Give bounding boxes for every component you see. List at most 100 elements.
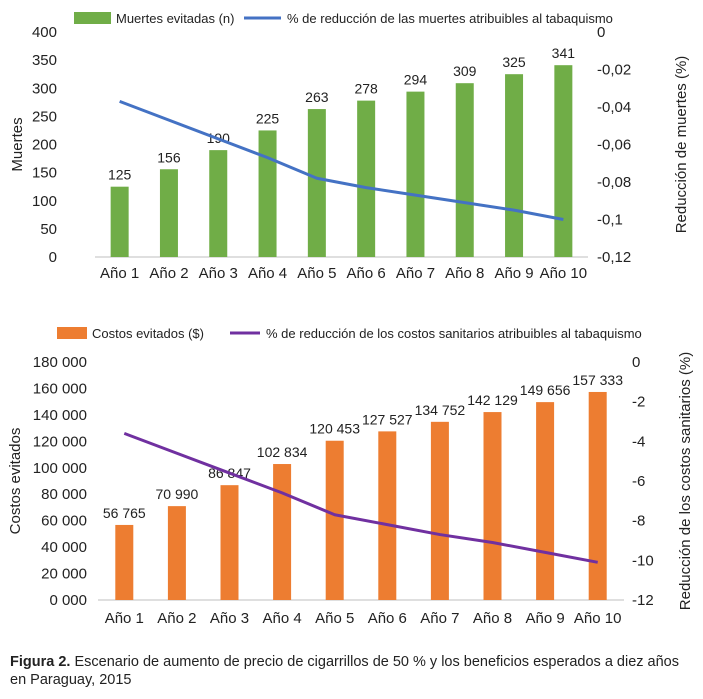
y2-tick-label: -6 <box>632 473 645 490</box>
x-tick-label: Año 9 <box>525 610 564 627</box>
data-label: 120 453 <box>309 421 360 437</box>
y-tick-label: 300 <box>32 80 57 97</box>
data-label: 278 <box>354 81 378 97</box>
bar <box>220 485 239 600</box>
data-label: 56 765 <box>103 505 146 521</box>
y2-tick-label: -2 <box>632 394 645 411</box>
deaths-chart: 0 50 100 150 200 250 300 350 400 0 -0,02 -0,04 -0,06… <box>9 11 690 282</box>
reduction-line <box>123 431 598 564</box>
bar <box>357 100 376 257</box>
bar <box>554 65 573 257</box>
x-tick-label: Año 1 <box>105 610 144 627</box>
y-axis-title: Muertes <box>9 117 26 171</box>
data-label: 325 <box>502 54 526 70</box>
y-tick-label: 0 <box>49 249 57 266</box>
x-tick-label: Año 8 <box>445 265 484 282</box>
legend-bar-label: Costos evitados ($) <box>92 326 204 341</box>
y2-tick-label: -0,04 <box>597 99 631 116</box>
y-tick-label: 40 000 <box>41 539 87 556</box>
y-tick-label: 120 000 <box>33 433 87 450</box>
y-tick-label: 80 000 <box>41 486 87 503</box>
y2-tick-label: -10 <box>632 552 654 569</box>
y2-axis-title: Reducción de los costos sanitarios (%) <box>677 352 694 610</box>
y-tick-label: 100 <box>32 193 57 210</box>
data-label: 341 <box>552 45 576 61</box>
bar <box>110 186 129 257</box>
y-tick-label: 180 000 <box>33 354 87 371</box>
x-tick-label: Año 6 <box>347 265 386 282</box>
y2-tick-label: -0,08 <box>597 174 631 191</box>
y-tick-label: 200 <box>32 137 57 154</box>
data-label: 225 <box>256 110 280 126</box>
x-tick-label: Año 5 <box>315 610 354 627</box>
bar <box>115 524 134 600</box>
legend-bar-swatch <box>57 327 87 339</box>
data-label: 127 527 <box>362 411 413 427</box>
y2-tick-label: 0 <box>632 354 640 371</box>
y-tick-label: 350 <box>32 52 57 69</box>
bar <box>430 421 449 600</box>
y2-tick-label: -8 <box>632 513 645 530</box>
y-tick-label: 250 <box>32 108 57 125</box>
x-tick-label: Año 6 <box>368 610 407 627</box>
data-label: 142 129 <box>467 392 518 408</box>
x-tick-label: Año 1 <box>100 265 139 282</box>
data-label: 70 990 <box>155 486 198 502</box>
x-tick-label: Año 9 <box>494 265 533 282</box>
legend-bar-label: Muertes evitadas (n) <box>116 11 235 26</box>
y-axis-title: Costos evitados <box>7 428 24 535</box>
caption-text: Escenario de aumento de precio de cigarr… <box>10 654 679 688</box>
bar <box>258 130 277 257</box>
legend-bar-swatch <box>74 12 111 24</box>
y-tick-label: 0 000 <box>49 592 87 609</box>
x-tick-label: Año 5 <box>297 265 336 282</box>
bar <box>505 74 524 257</box>
x-tick-label: Año 4 <box>262 610 301 627</box>
y-tick-label: 50 <box>40 221 57 238</box>
bar <box>378 431 397 600</box>
y-tick-label: 400 <box>32 24 57 41</box>
data-label: 125 <box>108 167 132 183</box>
y-tick-label: 20 000 <box>41 566 87 583</box>
x-tick-label: Año 10 <box>574 610 622 627</box>
x-tick-label: Año 3 <box>199 265 238 282</box>
figure-caption: Figura 2. Escenario de aumento de precio… <box>10 653 694 689</box>
costs-chart: 0 000 20 000 40 000 60 000 80 000 100 000 120 … <box>7 326 694 627</box>
bar <box>588 391 607 600</box>
x-tick-label: Año 2 <box>149 265 188 282</box>
y2-tick-label: -0,06 <box>597 137 631 154</box>
data-label: 102 834 <box>257 444 308 460</box>
y-tick-label: 150 <box>32 165 57 182</box>
bar <box>536 402 555 600</box>
y2-tick-label: -0,02 <box>597 62 631 79</box>
x-tick-label: Año 7 <box>396 265 435 282</box>
y-tick-label: 100 000 <box>33 460 87 477</box>
x-tick-label: Año 7 <box>420 610 459 627</box>
x-tick-label: Año 3 <box>210 610 249 627</box>
y2-tick-label: 0 <box>597 24 605 41</box>
y2-tick-label: -4 <box>632 433 645 450</box>
data-label: 156 <box>157 149 181 165</box>
x-tick-label: Año 4 <box>248 265 287 282</box>
data-label: 309 <box>453 63 477 79</box>
bar <box>167 506 186 600</box>
bar <box>273 464 292 600</box>
x-tick-label: Año 8 <box>473 610 512 627</box>
y2-tick-label: -0,12 <box>597 249 631 266</box>
x-tick-label: Año 2 <box>157 610 196 627</box>
legend-line-label: % de reducción de las muertes atribuible… <box>287 11 613 26</box>
y-tick-label: 60 000 <box>41 513 87 530</box>
y2-tick-label: -0,1 <box>597 212 623 229</box>
bar <box>159 169 178 257</box>
data-label: 134 752 <box>415 402 466 418</box>
y-tick-label: 160 000 <box>33 380 87 397</box>
y-tick-label: 140 000 <box>33 407 87 424</box>
data-label: 149 656 <box>520 382 571 398</box>
x-tick-label: Año 10 <box>540 265 588 282</box>
bar <box>455 83 474 257</box>
data-label: 263 <box>305 89 329 105</box>
data-label: 294 <box>404 72 428 88</box>
bar <box>406 91 425 257</box>
bar <box>209 150 228 257</box>
data-label: 157 333 <box>572 372 623 388</box>
